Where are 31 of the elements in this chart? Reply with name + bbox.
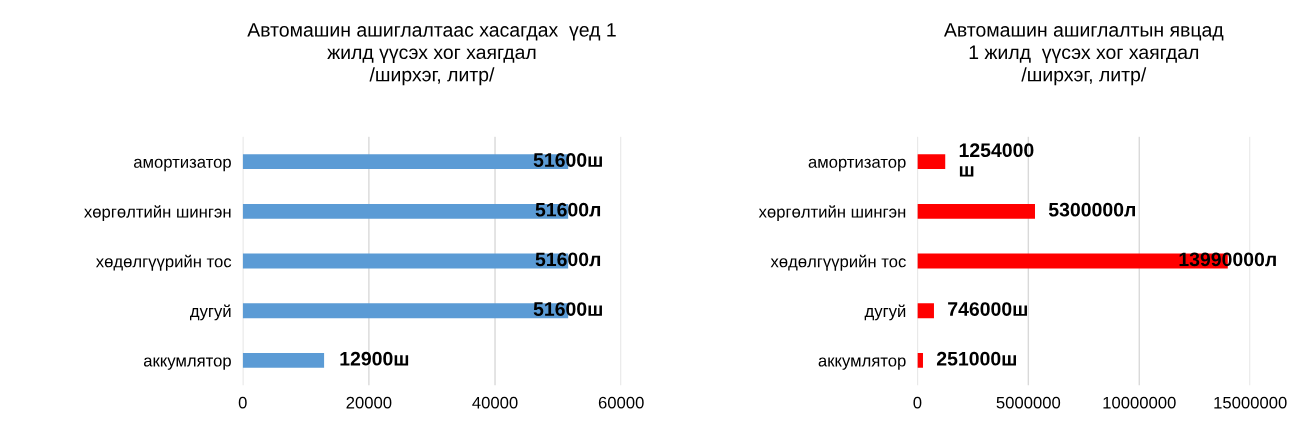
y-tick-label: аккумлятор [143,357,231,370]
data-label: 251000ш [936,351,1016,366]
y-tick-label: дугуй [864,304,906,321]
x-tick-label: 5000000 [996,396,1061,409]
y-tick-label: хөргөлтийн шингэн [84,205,231,221]
data-label: 5300000л [1048,202,1135,217]
bar [917,352,923,368]
y-tick-label: амортизатор [808,158,906,172]
x-tick-label: 10000000 [1103,396,1176,409]
bar [917,203,1035,219]
data-label: 51600л [535,252,601,267]
bar [917,154,946,170]
chart-title: Автомашин ашиглалтын явцад 1 жилд үүсэх хог хаягдал /ширхэг, литр/ [943,23,1224,86]
y-tick-label: амортизатор [133,158,231,172]
x-tick-label: 20000 [346,396,392,409]
x-tick-label: 40000 [472,396,518,409]
data-label: 51600ш [533,302,602,316]
bar [917,303,934,319]
y-tick-label: аккумлятор [818,357,906,370]
x-tick-label: 0 [913,396,922,409]
y-tick-label: хөдөлгүүрийн тос [95,254,232,271]
data-label: 746000ш [948,302,1027,316]
y-tick-label: хөдөлгүүрийн тос [770,254,906,271]
x-tick-label: 60000 [598,396,644,409]
y-tick-label: хөргөлтийн шингэн [758,205,906,221]
x-tick-label: 0 [238,396,247,409]
y-tick-label: дугуй [190,304,231,321]
x-tick-label: 15000000 [1214,396,1287,409]
data-label: 12900ш [340,351,409,366]
data-label: 1254000 ш [959,143,1034,177]
chart-title: Автомашин ашиглалтаас хасагдах үед 1 жилд үүсэх хог хаягдал /ширхэг, литр/ [247,23,616,86]
